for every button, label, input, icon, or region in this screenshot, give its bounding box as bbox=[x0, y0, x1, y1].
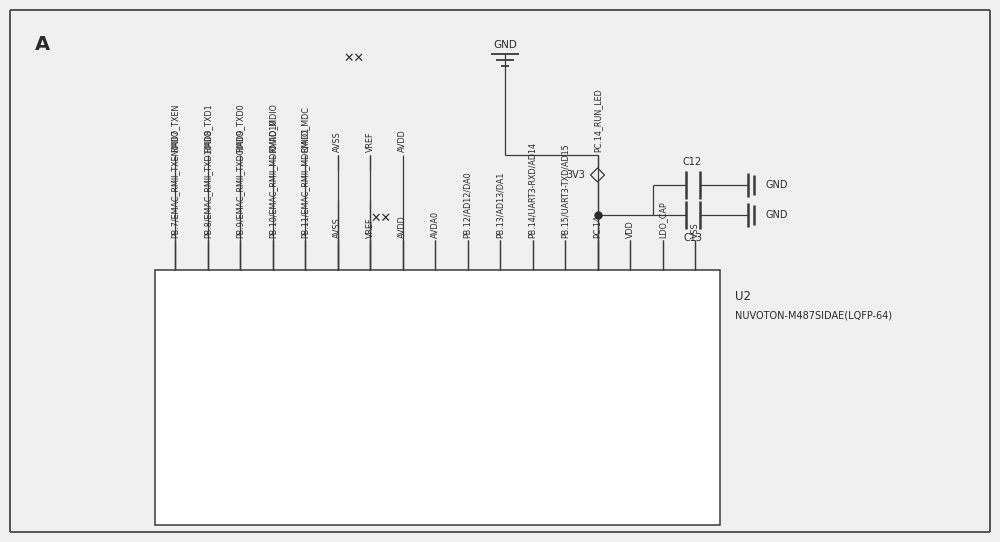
Text: PB.11/EMAC_RMII_MDC/AD1: PB.11/EMAC_RMII_MDC/AD1 bbox=[300, 127, 310, 238]
Text: PB.13/AD13/DA1: PB.13/AD13/DA1 bbox=[496, 172, 505, 238]
Text: PB.7/EMAC_RMII_TXEN/AD7: PB.7/EMAC_RMII_TXEN/AD7 bbox=[170, 129, 180, 238]
Text: AVSS: AVSS bbox=[333, 217, 342, 238]
Text: ✕✕: ✕✕ bbox=[371, 211, 392, 224]
Text: PB.14/UART3-RXD/AD14: PB.14/UART3-RXD/AD14 bbox=[528, 142, 537, 238]
Text: PB.12/AD12/DA0: PB.12/AD12/DA0 bbox=[463, 171, 472, 238]
Text: U2: U2 bbox=[735, 290, 751, 303]
Text: VSS: VSS bbox=[690, 222, 700, 238]
Text: RMIIO_MDIO: RMIIO_MDIO bbox=[268, 103, 277, 152]
Text: GND: GND bbox=[493, 40, 517, 50]
Text: VDD: VDD bbox=[626, 220, 635, 238]
Text: C12: C12 bbox=[683, 157, 702, 167]
Text: C13: C13 bbox=[683, 233, 702, 243]
Text: 3V3: 3V3 bbox=[567, 170, 586, 180]
Text: AVDD: AVDD bbox=[398, 129, 407, 152]
Bar bbox=[155, 270, 720, 525]
Text: RMIIO_TXD1: RMIIO_TXD1 bbox=[203, 104, 212, 152]
Text: PB.15/UART3-TXD/AD15: PB.15/UART3-TXD/AD15 bbox=[560, 143, 570, 238]
Text: ✕✕: ✕✕ bbox=[343, 51, 364, 64]
Text: AVDD: AVDD bbox=[398, 215, 407, 238]
Text: PB.10/EMAC_RMII_MDIO/AD10: PB.10/EMAC_RMII_MDIO/AD10 bbox=[268, 119, 277, 238]
Text: GND: GND bbox=[766, 210, 788, 220]
Text: GND: GND bbox=[766, 180, 788, 190]
Text: A: A bbox=[35, 35, 50, 54]
Text: PC.14_RUN_LED: PC.14_RUN_LED bbox=[593, 88, 602, 152]
Text: VREF: VREF bbox=[366, 217, 374, 238]
Text: RMIIO_TXEN: RMIIO_TXEN bbox=[170, 104, 180, 152]
Text: PB.8/EMAC_RMII_TXD1/AD8: PB.8/EMAC_RMII_TXD1/AD8 bbox=[203, 129, 212, 238]
Text: NUVOTON-M487SIDAE(LQFP-64): NUVOTON-M487SIDAE(LQFP-64) bbox=[735, 310, 892, 320]
Text: VREF: VREF bbox=[366, 132, 374, 152]
Text: RMIIO_MDC: RMIIO_MDC bbox=[300, 106, 310, 152]
Text: PC.14: PC.14 bbox=[593, 215, 602, 238]
Text: AVSS: AVSS bbox=[333, 131, 342, 152]
Text: AVDA0: AVDA0 bbox=[430, 211, 440, 238]
Text: RMIIO_TXD0: RMIIO_TXD0 bbox=[236, 104, 244, 152]
Text: LDO_CAP: LDO_CAP bbox=[658, 201, 667, 238]
Text: PB.9/EMAC_RMII_TXD0/AD9: PB.9/EMAC_RMII_TXD0/AD9 bbox=[236, 129, 244, 238]
